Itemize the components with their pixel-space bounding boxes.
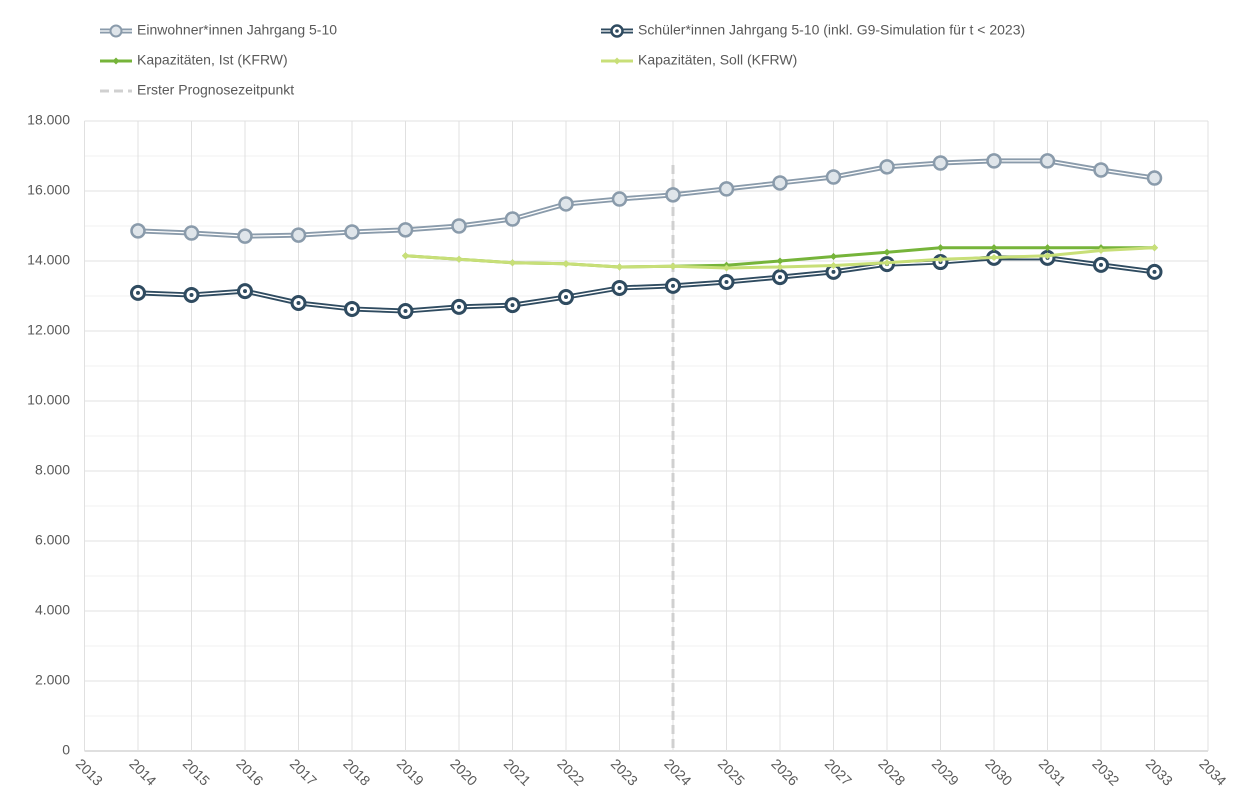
point — [722, 264, 731, 272]
point — [718, 181, 735, 197]
x-tick-label: 2034 — [1196, 755, 1229, 788]
point — [772, 175, 788, 191]
legend-label: Kapazitäten, Ist (KFRW) — [137, 52, 288, 68]
point-center — [136, 290, 140, 295]
point-center — [1099, 262, 1103, 267]
point — [130, 223, 146, 239]
x-tick-label: 2022 — [554, 755, 587, 788]
y-tick-label: 8.000 — [35, 462, 70, 478]
x-tick-label: 2029 — [929, 755, 962, 788]
point — [1146, 170, 1163, 186]
x-tick-label: 2014 — [126, 755, 159, 788]
x-tick-label: 2021 — [501, 755, 534, 788]
point-center — [1152, 269, 1157, 274]
legend-marker — [109, 24, 123, 38]
point — [401, 252, 410, 260]
y-tick-label: 6.000 — [35, 532, 70, 548]
x-tick-label: 2031 — [1036, 755, 1069, 788]
x-tick-label: 2027 — [822, 755, 855, 788]
point — [344, 224, 360, 240]
legend-marker — [112, 57, 120, 65]
point-center — [189, 292, 194, 297]
x-tick-label: 2025 — [715, 755, 748, 788]
point — [451, 218, 467, 234]
x-tick-label: 2016 — [233, 755, 266, 788]
point — [665, 187, 681, 203]
point — [879, 159, 895, 175]
point-center — [564, 295, 568, 300]
point-center — [831, 269, 836, 274]
y-tick-label: 18.000 — [27, 112, 70, 128]
point — [932, 155, 949, 171]
point — [829, 262, 838, 270]
x-tick-label: 2019 — [394, 755, 427, 788]
point — [1150, 244, 1159, 252]
x-tick-label: 2017 — [287, 755, 320, 788]
point-center — [457, 304, 461, 309]
point — [611, 191, 628, 207]
point — [669, 262, 677, 270]
point-center — [671, 283, 675, 288]
point-center — [296, 301, 301, 305]
x-tick-label: 2028 — [875, 755, 908, 788]
point — [986, 153, 1002, 169]
x-tick-label: 2026 — [768, 755, 801, 788]
x-tick-label: 2015 — [180, 755, 213, 788]
point — [776, 263, 784, 271]
legend-marker — [613, 57, 621, 65]
point-center — [403, 309, 408, 314]
point — [990, 253, 998, 262]
point — [237, 228, 253, 244]
point — [504, 211, 521, 227]
point — [558, 196, 574, 212]
point-center — [350, 306, 354, 311]
point — [776, 257, 784, 265]
x-tick-label: 2018 — [340, 755, 373, 788]
y-tick-label: 4.000 — [35, 602, 70, 618]
point — [1043, 244, 1052, 252]
point — [615, 263, 624, 271]
x-tick-label: 2030 — [982, 755, 1015, 788]
x-tick-label: 2024 — [661, 755, 694, 788]
y-tick-label: 14.000 — [27, 252, 70, 268]
y-tick-label: 0 — [62, 742, 70, 758]
point-center — [617, 285, 622, 290]
point — [990, 244, 998, 252]
legend-label: Schüler*innen Jahrgang 5-10 (inkl. G9-Si… — [638, 22, 1025, 38]
x-tick-label: 2032 — [1089, 755, 1122, 788]
y-tick-label: 2.000 — [35, 672, 70, 688]
y-tick-label: 16.000 — [27, 182, 70, 198]
point — [825, 169, 842, 185]
point — [936, 244, 945, 252]
point — [883, 259, 891, 267]
point-center — [724, 280, 729, 284]
point — [183, 225, 200, 241]
point — [508, 259, 517, 267]
x-tick-label: 2023 — [608, 755, 641, 788]
point — [883, 248, 891, 256]
legend-label: Einwohner*innen Jahrgang 5-10 — [137, 22, 337, 38]
legend-label: Kapazitäten, Soll (KFRW) — [638, 52, 797, 68]
x-tick-label: 2020 — [447, 755, 480, 788]
point — [290, 227, 307, 243]
y-tick-label: 12.000 — [27, 322, 70, 338]
series-line — [137, 158, 1155, 239]
point-center — [778, 275, 782, 280]
point — [829, 252, 838, 260]
point-center — [243, 289, 247, 294]
y-tick-label: 10.000 — [27, 392, 70, 408]
point — [1039, 153, 1056, 169]
series-line-inner — [137, 160, 1155, 237]
x-tick-label: 2013 — [73, 755, 106, 788]
point — [936, 255, 945, 263]
x-tick-label: 2033 — [1143, 755, 1176, 788]
point-center — [510, 303, 515, 308]
point — [397, 222, 414, 238]
point — [1093, 162, 1109, 178]
legend-marker-center — [615, 29, 619, 33]
legend-label: Erster Prognosezeitpunkt — [137, 82, 294, 98]
point — [455, 255, 463, 263]
point — [562, 260, 570, 268]
